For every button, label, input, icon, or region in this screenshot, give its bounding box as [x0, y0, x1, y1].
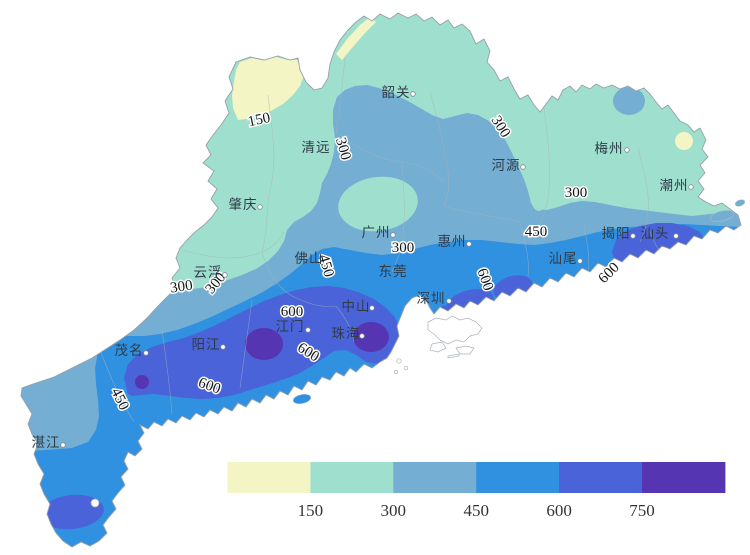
contour-value-label: 450 [525, 224, 548, 240]
band-600-750-leizhou-tip [40, 494, 104, 530]
city-marker [466, 241, 472, 247]
city-label: 清远 [302, 140, 331, 155]
city-marker [688, 184, 694, 190]
legend: 150 300 450 600 750 [227, 462, 726, 520]
contour-value-label: 300 [565, 185, 588, 201]
legend-swatch-band_600_750 [559, 462, 643, 493]
band-0-150-northwest [232, 57, 303, 120]
city-marker [359, 333, 365, 339]
legend-swatch-band_750_plus [642, 462, 726, 493]
city-marker [624, 147, 630, 153]
city-marker [520, 164, 526, 170]
legend-swatch-band_450_600 [476, 462, 560, 493]
city-marker [410, 91, 416, 97]
city-marker [369, 305, 375, 311]
city-marker [143, 350, 149, 356]
city-label: 茂名 [115, 342, 144, 358]
band-750-plus-jiangmen [245, 328, 283, 360]
contour-value-label: 150 [247, 110, 272, 130]
province-border [20, 12, 742, 548]
band-150-300-wedge-heyuan [529, 159, 553, 211]
city-marker [220, 344, 226, 350]
legend-tick-label: 450 [463, 501, 489, 520]
city-label: 珠海 [332, 326, 361, 341]
offshore-islands [90, 199, 746, 508]
city-label: 云浮 [194, 265, 223, 280]
legend-tick-label: 600 [546, 501, 572, 520]
city-marker [630, 233, 636, 239]
city-label: 东莞 [379, 264, 408, 279]
city-label: 河源 [492, 158, 521, 173]
city-marker [60, 442, 66, 448]
city-marker [222, 272, 228, 278]
city-label: 深圳 [417, 291, 446, 306]
hong-kong-outline [427, 315, 483, 359]
city-label: 潮州 [660, 178, 689, 193]
legend-tick-label: 150 [298, 501, 324, 520]
city-label: 江门 [276, 319, 305, 334]
city-label: 湛江 [32, 435, 61, 450]
band-0-150-spot-meizhou [675, 132, 693, 150]
legend-swatch-band_0_150 [227, 462, 311, 493]
legend-swatch-band_150_300 [310, 462, 394, 493]
legend-tick-label: 300 [381, 501, 407, 520]
city-label: 广州 [362, 225, 391, 240]
city-marker [577, 258, 583, 264]
city-label: 阳江 [192, 337, 221, 352]
band-750-plus-zhuhai [353, 322, 389, 352]
city-label: 揭阳 [602, 226, 631, 241]
city-marker [390, 232, 396, 238]
band-750-plus-maoming [135, 375, 149, 389]
city-marker [305, 327, 311, 333]
city-label: 惠州 [438, 234, 467, 249]
band-150-300-patch-guangzhou [338, 176, 418, 232]
band-0-150-sliver [336, 17, 376, 60]
city-label: 佛山 [295, 251, 324, 266]
contour-value-label: 300 [392, 240, 415, 256]
city-label: 梅州 [595, 141, 624, 156]
city-marker [257, 204, 263, 210]
legend-tick-label: 750 [629, 501, 655, 520]
city-marker [673, 233, 679, 239]
contour-value-label: 300 [169, 278, 194, 297]
contour-value-label: 600 [281, 304, 304, 320]
legend-swatch-band_300_450 [393, 462, 477, 493]
city-label: 汕尾 [549, 251, 578, 266]
prefecture-boundaries [99, 57, 661, 423]
city-marker [446, 298, 452, 304]
city-label: 韶关 [382, 85, 411, 100]
city-label: 汕头 [641, 226, 670, 241]
city-label: 中山 [342, 299, 371, 314]
band-300-450-blob-meizhou [613, 87, 645, 115]
city-label: 肇庆 [229, 197, 258, 212]
